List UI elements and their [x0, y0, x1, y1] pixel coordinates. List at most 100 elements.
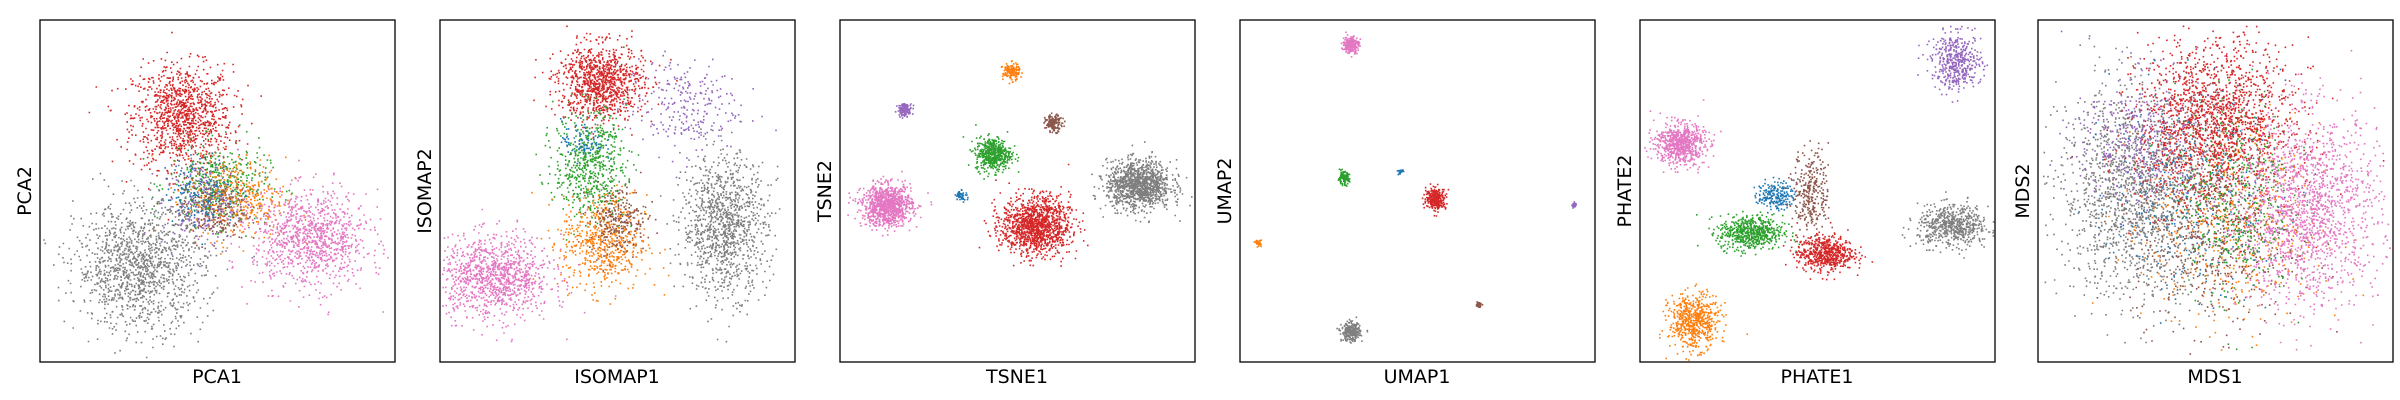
- data-points-gray: [43, 164, 255, 359]
- data-points-purple: [143, 131, 265, 269]
- scatter-points-isomap: [441, 25, 781, 343]
- plot-frame-phate: [1639, 19, 1996, 363]
- cluster-orange: [1659, 283, 1749, 361]
- plot-frame-isomap: [439, 19, 796, 363]
- data-points-orange: [1659, 283, 1749, 361]
- x-axis-label-mds: MDS1: [2187, 366, 2242, 388]
- cluster-red: [533, 25, 678, 139]
- cluster-red: [88, 31, 262, 221]
- cluster-green: [1696, 210, 1801, 257]
- data-points-pink: [847, 170, 933, 237]
- cluster-blue: [1753, 176, 1799, 214]
- data-points-gray: [1091, 141, 1193, 224]
- cluster-purple: [143, 131, 265, 269]
- data-points-blue: [1396, 169, 1405, 176]
- cluster-green: [142, 124, 293, 246]
- data-points-purple: [1571, 201, 1577, 209]
- plot-frame-mds: [2037, 19, 2394, 363]
- cluster-gray: [1901, 191, 1995, 259]
- x-axis-label-phate: PHATE1: [1781, 366, 1854, 388]
- cluster-gray: [1091, 141, 1193, 224]
- panel-phate: PHATE1 PHATE2: [1614, 19, 1996, 388]
- cluster-purple: [1917, 25, 1989, 103]
- cluster-red: [1782, 221, 1874, 281]
- cluster-green: [535, 46, 640, 241]
- data-points-purple: [894, 103, 915, 119]
- data-points-red: [978, 163, 1089, 267]
- cluster-gray: [43, 164, 255, 359]
- cluster-gray: [1336, 316, 1369, 344]
- data-points-green: [535, 46, 640, 241]
- cluster-orange: [531, 184, 670, 305]
- y-axis-label-isomap: ISOMAP2: [414, 148, 436, 234]
- data-points-orange: [531, 184, 670, 305]
- data-points-gray: [659, 121, 781, 343]
- cluster-red: [978, 163, 1089, 267]
- plot-frame-pca: [39, 19, 396, 363]
- cluster-pink: [1340, 31, 1362, 58]
- data-points-green: [1337, 168, 1351, 187]
- data-points-red: [533, 25, 678, 139]
- data-points-brown: [1043, 112, 1066, 135]
- data-points-gray: [1336, 316, 1369, 344]
- data-points-pink: [441, 208, 617, 343]
- cluster-purple: [894, 103, 915, 119]
- y-axis-label-mds: MDS2: [2012, 163, 2034, 218]
- cluster-pink: [1644, 99, 1722, 174]
- cluster-brown: [1475, 301, 1484, 308]
- data-points-green: [142, 124, 293, 246]
- panel-mds: MDS1 MDS2: [2012, 19, 2394, 388]
- data-points-red: [1782, 221, 1874, 281]
- cluster-pink: [441, 208, 617, 343]
- cluster-green: [962, 124, 1020, 180]
- cluster-orange: [1000, 60, 1023, 85]
- y-axis-label-tsne: TSNE2: [814, 160, 836, 223]
- cluster-blue: [1396, 169, 1405, 176]
- data-points-green: [1696, 210, 1801, 257]
- data-points-blue: [1753, 176, 1799, 214]
- data-points-orange: [1000, 60, 1023, 85]
- panel-umap: UMAP1 UMAP2: [1214, 19, 1596, 388]
- plot-frame-tsne: [839, 19, 1196, 363]
- cluster-purple: [1571, 201, 1577, 209]
- data-points-brown: [1784, 140, 1833, 243]
- x-axis-label-umap: UMAP1: [1384, 366, 1451, 388]
- cluster-red: [1421, 183, 1450, 217]
- cluster-blue: [954, 189, 969, 203]
- data-points-pink: [1340, 31, 1362, 58]
- cluster-orange: [1253, 239, 1262, 248]
- scatter-points-phate: [1644, 25, 1995, 361]
- panel-pca: PCA1 PCA2: [14, 19, 396, 388]
- y-axis-label-phate: PHATE2: [1614, 155, 1636, 228]
- scatter-points-tsne: [847, 60, 1193, 267]
- y-axis-label-pca: PCA2: [14, 166, 36, 216]
- cluster-blue: [559, 115, 610, 165]
- panel-tsne: TSNE1 TSNE2: [814, 19, 1196, 388]
- data-points-orange: [1253, 239, 1262, 248]
- x-axis-label-tsne: TSNE1: [985, 366, 1048, 388]
- data-points-red: [1421, 183, 1450, 217]
- y-axis-label-umap: UMAP2: [1214, 158, 1236, 225]
- plot-frame-umap: [1239, 19, 1596, 363]
- cluster-gray: [2043, 35, 2279, 344]
- data-points-green: [962, 124, 1020, 180]
- data-points-blue: [954, 189, 969, 203]
- scatter-points-mds: [2043, 25, 2391, 355]
- x-axis-label-pca: PCA1: [192, 366, 242, 388]
- data-points-purple: [1917, 25, 1989, 103]
- data-points-gray: [1901, 191, 1995, 259]
- cluster-gray: [659, 121, 781, 343]
- x-axis-label-isomap: ISOMAP1: [574, 366, 660, 388]
- scatter-points-pca: [43, 31, 389, 359]
- cluster-pink: [847, 170, 933, 237]
- cluster-brown: [1784, 140, 1833, 243]
- cluster-brown: [1043, 112, 1066, 135]
- data-points-brown: [1475, 301, 1484, 308]
- cluster-green: [1337, 168, 1351, 187]
- panel-isomap: ISOMAP1 ISOMAP2: [414, 19, 796, 388]
- data-points-pink: [1644, 99, 1722, 174]
- scatter-points-umap: [1253, 31, 1577, 344]
- data-points-blue: [559, 115, 610, 165]
